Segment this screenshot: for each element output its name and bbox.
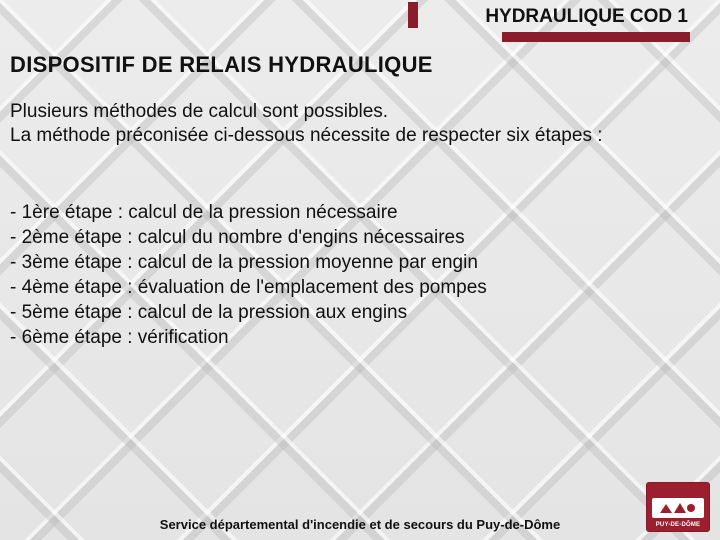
header-underline-bar [502, 32, 690, 42]
intro-line-1: Plusieurs méthodes de calcul sont possib… [10, 100, 700, 124]
step-5: - 5ème étape : calcul de la pression aux… [10, 300, 700, 325]
logo-emblem-panel [652, 498, 704, 518]
header-tick-mark [408, 2, 418, 28]
step-6: - 6ème étape : vérification [10, 325, 700, 350]
slide: HYDRAULIQUE COD 1 DISPOSITIF DE RELAIS H… [0, 0, 720, 540]
steps-list: - 1ère étape : calcul de la pression néc… [10, 200, 700, 350]
sdis-logo: PUY-DE-DÔME [646, 482, 710, 532]
step-2: - 2ème étape : calcul du nombre d'engins… [10, 225, 700, 250]
logo-label: PUY-DE-DÔME [656, 522, 701, 528]
intro-paragraph: Plusieurs méthodes de calcul sont possib… [10, 100, 700, 149]
header-title: HYDRAULIQUE COD 1 [270, 6, 690, 30]
section-title: DISPOSITIF DE RELAIS HYDRAULIQUE [10, 52, 433, 78]
intro-line-2: La méthode préconisée ci-dessous nécessi… [10, 124, 700, 148]
header: HYDRAULIQUE COD 1 [270, 6, 690, 42]
step-3: - 3ème étape : calcul de la pression moy… [10, 250, 700, 275]
footer-text: Service départemental d'incendie et de s… [0, 517, 720, 532]
step-4: - 4ème étape : évaluation de l'emplaceme… [10, 275, 700, 300]
firefighter-emblem-icon [658, 501, 698, 515]
step-1: - 1ère étape : calcul de la pression néc… [10, 200, 700, 225]
